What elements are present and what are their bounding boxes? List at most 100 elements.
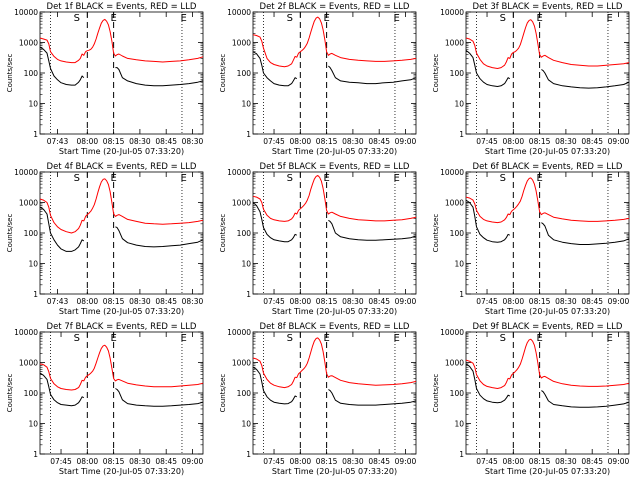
x-tick-label: 07:45 bbox=[263, 297, 285, 306]
panel-7: Det 7f BLACK = Events, RED = LLD 1 10 100 10… bbox=[6, 322, 204, 476]
y-axis-label: Counts/sec bbox=[219, 214, 227, 253]
x-tick-label: 08:15 bbox=[103, 457, 125, 466]
marker-letter: E bbox=[323, 333, 329, 344]
x-tick-label: 08:30 bbox=[129, 137, 151, 146]
y-tick-label: 10000 bbox=[227, 328, 251, 337]
x-tick-label: 09:00 bbox=[608, 457, 630, 466]
series-line-events bbox=[252, 51, 417, 87]
x-tick-label: 08:00 bbox=[77, 137, 99, 146]
y-tick-label: 10000 bbox=[14, 328, 38, 337]
marker-letter: E bbox=[181, 13, 187, 24]
series-line-events bbox=[252, 202, 417, 243]
x-tick-label: 08:15 bbox=[316, 297, 338, 306]
y-tick-label: 10000 bbox=[440, 168, 464, 177]
x-tick-label: 07:45 bbox=[263, 137, 285, 146]
marker-letter: E bbox=[394, 13, 400, 24]
x-tick-label: 08:15 bbox=[529, 457, 551, 466]
y-tick-label: 1 bbox=[33, 130, 38, 139]
y-tick-label: 10 bbox=[454, 420, 464, 429]
y-tick-label: 10 bbox=[28, 420, 38, 429]
x-tick-label: 08:45 bbox=[581, 457, 603, 466]
x-tick-label: 08:15 bbox=[103, 137, 125, 146]
x-tick-label: 07:45 bbox=[50, 457, 72, 466]
y-tick-label: 1000 bbox=[445, 199, 464, 208]
series-line-events bbox=[465, 50, 630, 89]
y-tick-label: 1 bbox=[459, 290, 464, 299]
x-tick-label: 08:45 bbox=[155, 297, 177, 306]
y-tick-label: 1 bbox=[246, 130, 251, 139]
marker-letter: E bbox=[323, 13, 329, 24]
marker-letter: S bbox=[74, 173, 80, 184]
panel-6: Det 6f BLACK = Events, RED = LLD 1 10 100 10… bbox=[432, 162, 630, 316]
panel-title: Det 3f BLACK = Events, RED = LLD bbox=[473, 2, 623, 12]
panel-title: Det 4f BLACK = Events, RED = LLD bbox=[47, 162, 197, 172]
x-tick-label: 07:45 bbox=[476, 137, 498, 146]
panel-3: Det 3f BLACK = Events, RED = LLD 1 10 100 10… bbox=[432, 2, 630, 156]
series-line-lld bbox=[252, 16, 417, 68]
x-tick-label: 08:00 bbox=[503, 457, 525, 466]
x-tick-label: 08:00 bbox=[77, 297, 99, 306]
marker-letter: E bbox=[110, 333, 116, 344]
y-tick-label: 1000 bbox=[232, 39, 251, 48]
marker-letter: S bbox=[287, 13, 293, 24]
x-axis-label: Start Time (20-Jul-05 07:33:20) bbox=[272, 147, 397, 156]
x-tick-label: 08:00 bbox=[290, 137, 312, 146]
panel-title: Det 2f BLACK = Events, RED = LLD bbox=[260, 2, 410, 12]
y-tick-label: 1 bbox=[459, 450, 464, 459]
y-axis-label: Counts/sec bbox=[6, 374, 14, 413]
panel-title: Det 7f BLACK = Events, RED = LLD bbox=[47, 322, 197, 332]
y-tick-label: 100 bbox=[450, 69, 465, 78]
y-axis-label: Counts/sec bbox=[6, 54, 14, 93]
plot-frame bbox=[39, 11, 204, 135]
series-line-lld bbox=[252, 337, 417, 389]
marker-letter: E bbox=[536, 13, 542, 24]
marker-letter: S bbox=[287, 333, 293, 344]
y-tick-label: 1000 bbox=[19, 39, 38, 48]
x-tick-label: 08:45 bbox=[368, 137, 390, 146]
y-tick-label: 10000 bbox=[440, 328, 464, 337]
marker-letter: S bbox=[74, 13, 80, 24]
y-tick-label: 1000 bbox=[232, 199, 251, 208]
x-tick-label: 08:30 bbox=[342, 297, 364, 306]
y-axis-label: Counts/sec bbox=[432, 214, 440, 253]
x-axis-label: Start Time (20-Jul-05 07:33:20) bbox=[485, 307, 610, 316]
x-tick-label: 08:00 bbox=[290, 457, 312, 466]
series-line-events bbox=[39, 206, 204, 252]
x-tick-label: 09:00 bbox=[395, 457, 417, 466]
panel-title: Det 8f BLACK = Events, RED = LLD bbox=[260, 322, 410, 332]
panel-title: Det 6f BLACK = Events, RED = LLD bbox=[473, 162, 623, 172]
y-tick-label: 100 bbox=[24, 69, 39, 78]
y-tick-label: 10000 bbox=[227, 8, 251, 17]
x-tick-label: 08:45 bbox=[368, 297, 390, 306]
series-line-lld bbox=[39, 178, 204, 234]
x-tick-label: 08:30 bbox=[555, 137, 577, 146]
x-tick-label: 08:30 bbox=[342, 457, 364, 466]
marker-letter: E bbox=[536, 333, 542, 344]
marker-letter: E bbox=[607, 173, 613, 184]
y-tick-label: 1000 bbox=[232, 359, 251, 368]
panel-title: Det 9f BLACK = Events, RED = LLD bbox=[473, 322, 623, 332]
y-tick-label: 1 bbox=[246, 290, 251, 299]
marker-letter: E bbox=[110, 173, 116, 184]
x-tick-label: 07:45 bbox=[263, 457, 285, 466]
panel-5: Det 5f BLACK = Events, RED = LLD 1 10 100 10… bbox=[219, 162, 417, 316]
y-tick-label: 1000 bbox=[19, 199, 38, 208]
x-tick-label: 08:15 bbox=[103, 297, 125, 306]
y-tick-label: 10 bbox=[454, 100, 464, 109]
y-tick-label: 1000 bbox=[445, 359, 464, 368]
x-axis-label: Start Time (20-Jul-05 07:33:20) bbox=[272, 307, 397, 316]
y-axis-label: Counts/sec bbox=[432, 374, 440, 413]
x-tick-label: 08:30 bbox=[182, 137, 204, 146]
x-tick-label: 08:30 bbox=[182, 297, 204, 306]
series-line-events bbox=[465, 363, 630, 408]
marker-letter: S bbox=[287, 173, 293, 184]
marker-letter: E bbox=[394, 333, 400, 344]
marker-letter: E bbox=[394, 173, 400, 184]
y-tick-label: 10 bbox=[241, 100, 251, 109]
x-tick-label: 08:45 bbox=[155, 457, 177, 466]
panel-9: Det 9f BLACK = Events, RED = LLD 1 10 100 10… bbox=[432, 322, 630, 476]
y-tick-label: 10000 bbox=[14, 168, 38, 177]
x-tick-label: 08:45 bbox=[581, 297, 603, 306]
